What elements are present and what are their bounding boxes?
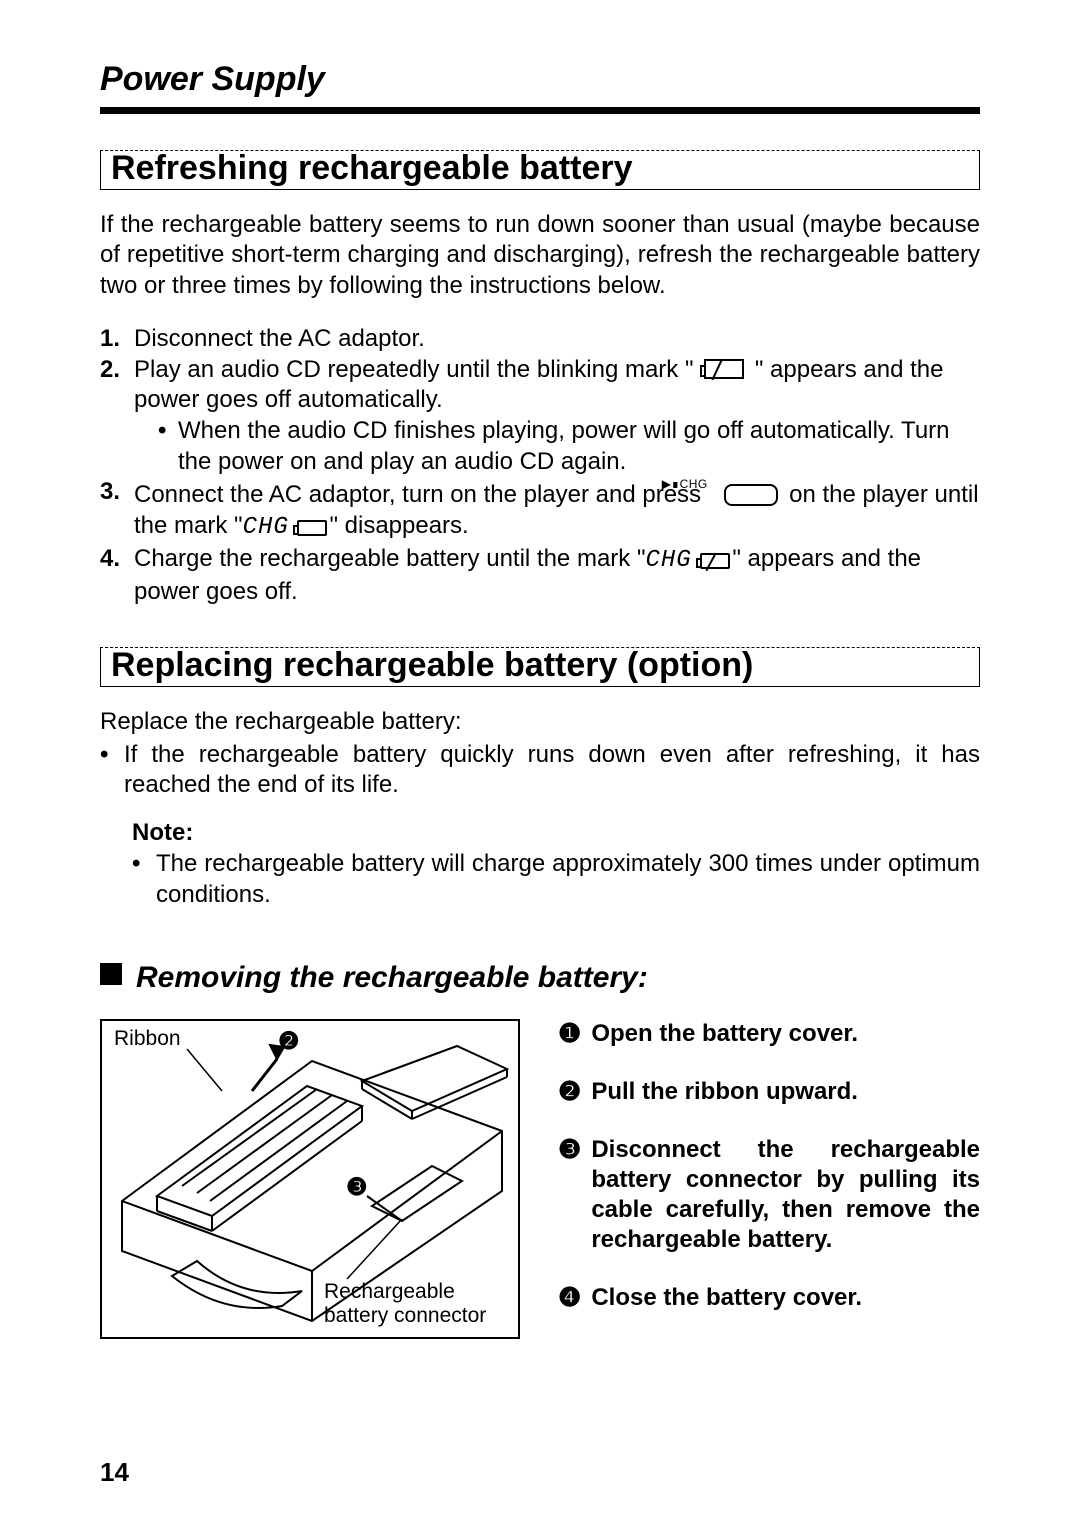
page-number: 14 (100, 1457, 129, 1488)
battery-empty-icon (704, 359, 744, 379)
remove-step-3-text: Disconnect the rechargeable battery conn… (591, 1135, 980, 1255)
section-replacing-heading: Replacing rechargeable battery (option) (111, 648, 969, 684)
button-chg-icon (724, 484, 778, 506)
remove-step-1-marker: ❶ (558, 1019, 581, 1048)
note-block: Note: The rechargeable battery will char… (100, 819, 980, 910)
note-bullets: The rechargeable battery will charge app… (132, 849, 980, 910)
note-label: Note: (132, 819, 980, 847)
remove-step-2: ❷ Pull the ribbon upward. (558, 1077, 980, 1107)
step-2-sub-item: When the audio CD finishes playing, powe… (158, 416, 980, 477)
remove-step-2-marker: ❷ (558, 1077, 581, 1106)
remove-step-3-marker: ❸ (558, 1135, 581, 1164)
remove-step-4-text: Close the battery cover. (591, 1283, 862, 1313)
refreshing-intro: If the rechargeable battery seems to run… (100, 210, 980, 302)
step-4-text-a: Charge the rechargeable battery until th… (134, 545, 645, 572)
square-bullet-icon (100, 963, 122, 985)
remove-step-4: ❹ Close the battery cover. (558, 1283, 980, 1313)
replacing-bullet-1: If the rechargeable battery quickly runs… (100, 740, 980, 801)
remove-step-4-marker: ❹ (558, 1283, 581, 1312)
step-2-sub: When the audio CD finishes playing, powe… (134, 416, 980, 477)
step-1-text: Disconnect the AC adaptor. (134, 325, 425, 352)
step-4: 4. Charge the rechargeable battery until… (100, 544, 980, 607)
step-2-text-a: Play an audio CD repeatedly until the bl… (134, 356, 694, 383)
refreshing-steps: 1. Disconnect the AC adaptor. 2. Play an… (100, 324, 980, 607)
step-3-num: 3. (100, 477, 120, 508)
replacing-bullets: If the rechargeable battery quickly runs… (100, 740, 980, 801)
step-1-num: 1. (100, 324, 120, 355)
note-text: The rechargeable battery will charge app… (132, 849, 980, 910)
diagram-svg (102, 1021, 518, 1337)
chg-mark-2: CHG (645, 547, 691, 574)
remove-step-1: ❶ Open the battery cover. (558, 1019, 980, 1049)
step-1: 1. Disconnect the AC adaptor. (100, 324, 980, 355)
section-replacing-heading-box: Replacing rechargeable battery (option) (100, 647, 980, 687)
removing-heading: Removing the rechargeable battery: (100, 961, 980, 995)
battery-diagram: Ribbon ❷ ❸ Rechargeable battery connecto… (100, 1019, 520, 1339)
removing-two-col: Ribbon ❷ ❸ Rechargeable battery connecto… (100, 1019, 980, 1341)
removing-heading-text: Removing the rechargeable battery: (136, 961, 648, 994)
chg-mark-1: CHG (243, 514, 289, 541)
step-3-text-c: " disappears. (329, 512, 468, 539)
battery-outline-icon-2 (700, 553, 730, 569)
section-refreshing-heading: Refreshing rechargeable battery (111, 151, 969, 187)
remove-step-1-text: Open the battery cover. (591, 1019, 858, 1049)
section-refreshing-heading-box: Refreshing rechargeable battery (100, 150, 980, 190)
battery-outline-icon-1 (297, 520, 327, 536)
remove-step-2-text: Pull the ribbon upward. (591, 1077, 858, 1107)
button-chg-label: ▶∎CHG (662, 477, 708, 492)
step-3-text-a: Connect the AC adaptor, turn on the play… (134, 481, 701, 508)
page-title: Power Supply (100, 60, 980, 99)
step-2: 2. Play an audio CD repeatedly until the… (100, 355, 980, 478)
removing-steps: ❶ Open the battery cover. ❷ Pull the rib… (558, 1019, 980, 1341)
replacing-intro: Replace the rechargeable battery: (100, 707, 980, 738)
title-rule (100, 107, 980, 114)
step-3: 3. Connect the AC adaptor, turn on the p… (100, 477, 980, 543)
remove-step-3: ❸ Disconnect the rechargeable battery co… (558, 1135, 980, 1255)
step-4-num: 4. (100, 544, 120, 575)
step-2-num: 2. (100, 355, 120, 386)
